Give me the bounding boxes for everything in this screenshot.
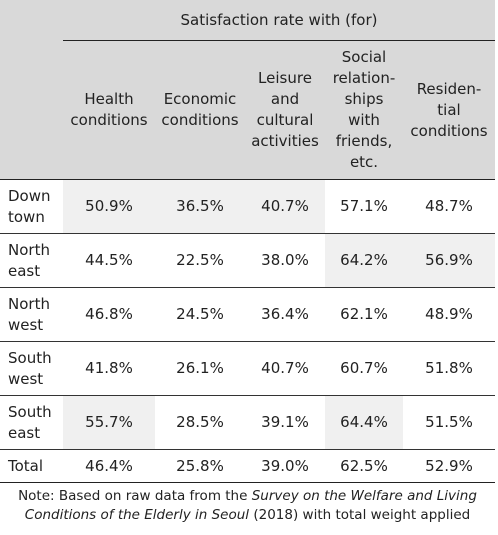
table-cell: 46.8% (63, 287, 155, 342)
table-cell: 39.0% (245, 449, 325, 483)
column-header: Residen- tial conditions (403, 40, 496, 180)
table-cell: 56.9% (403, 233, 496, 288)
group-header: Satisfaction rate with (for) (63, 0, 496, 41)
row-label: South east (0, 395, 63, 450)
table-cell: 60.7% (325, 341, 403, 396)
table-cell: 40.7% (245, 341, 325, 396)
satisfaction-table: Satisfaction rate with (for) Health cond… (0, 0, 496, 483)
row-label: Down town (0, 179, 63, 234)
column-header: Leisure and cultural activities (245, 40, 325, 180)
column-row: Health conditions Economic conditions Leis… (0, 40, 496, 180)
column-header: Social relation- ships with friends, etc… (325, 40, 403, 180)
table-cell: 41.8% (63, 341, 155, 396)
table-cell: 25.8% (155, 449, 245, 483)
table-cell: 48.9% (403, 287, 496, 342)
table-cell: 38.0% (245, 233, 325, 288)
table-cell: 64.4% (325, 395, 403, 450)
table-cell: 39.1% (245, 395, 325, 450)
table-cell: 26.1% (155, 341, 245, 396)
table-cell: 22.5% (155, 233, 245, 288)
column-header: Health conditions (63, 40, 155, 180)
table-cell: 46.4% (63, 449, 155, 483)
table-row: North east 44.5% 22.5% 38.0% 64.2% 56.9% (0, 233, 496, 288)
table-cell: 48.7% (403, 179, 496, 234)
table-cell: 51.8% (403, 341, 496, 396)
table-cell: 24.5% (155, 287, 245, 342)
table-cell: 57.1% (325, 179, 403, 234)
group-row: Satisfaction rate with (for) (0, 0, 496, 180)
note-prefix: Note: Based on raw data from the (18, 488, 248, 504)
table-cell: 55.7% (63, 395, 155, 450)
table-cell: 40.7% (245, 179, 325, 234)
table-cell: 50.9% (63, 179, 155, 234)
row-label: North east (0, 233, 63, 288)
table-cell: 52.9% (403, 449, 496, 483)
corner-cell (0, 0, 63, 180)
table-body: Down town 50.9% 36.5% 40.7% 57.1% 48.7% North … (0, 179, 496, 483)
table-row: South east 55.7% 28.5% 39.1% 64.4% 51.5% (0, 395, 496, 450)
table-cell: 64.2% (325, 233, 403, 288)
row-label: Total (0, 449, 63, 483)
table-row: North west 46.8% 24.5% 36.4% 62.1% 48.9% (0, 287, 496, 342)
table-cell: 62.1% (325, 287, 403, 342)
table-cell: 51.5% (403, 395, 496, 450)
row-label: North west (0, 287, 63, 342)
row-label: South west (0, 341, 63, 396)
note-title: Survey on the Welfare and Living Conditi… (24, 488, 477, 523)
table-cell: 62.5% (325, 449, 403, 483)
table-head: Satisfaction rate with (for) Health cond… (0, 0, 496, 180)
table-row: South west 41.8% 26.1% 40.7% 60.7% 51.8% (0, 341, 496, 396)
note-suffix: (2018) with total weight applied (253, 507, 471, 523)
note: Note: Based on raw data from the Survey … (0, 487, 495, 525)
table-row: Total 46.4% 25.8% 39.0% 62.5% 52.9% (0, 449, 496, 483)
column-header: Economic conditions (155, 40, 245, 180)
table-cell: 36.4% (245, 287, 325, 342)
table-cell: 28.5% (155, 395, 245, 450)
table-row: Down town 50.9% 36.5% 40.7% 57.1% 48.7% (0, 179, 496, 234)
table-cell: 44.5% (63, 233, 155, 288)
table-cell: 36.5% (155, 179, 245, 234)
